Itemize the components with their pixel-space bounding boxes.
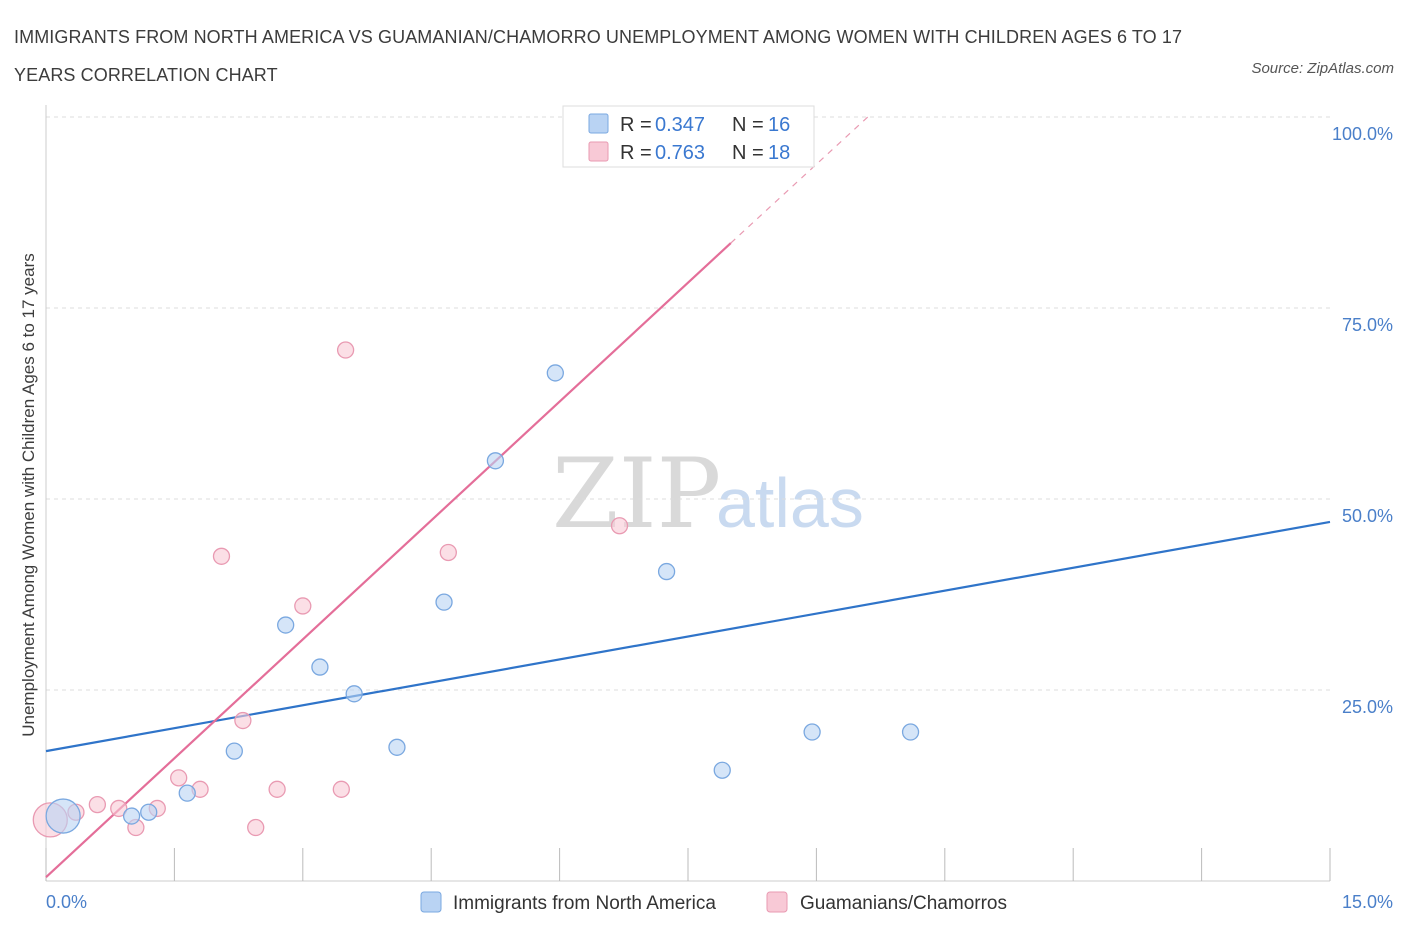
x-tick-label-0: 0.0% [46,892,87,912]
point-pink-13 [332,780,350,798]
y-tick-label-1: 50.0% [1342,506,1393,526]
point-blue-15 [901,723,920,741]
legend-n-value-2: 18 [768,142,790,164]
series-legend: Immigrants from North America Guamanians… [420,891,1007,914]
trend-line-pink [45,242,732,878]
trend-line-blue [45,520,1331,753]
point-pink-17 [610,517,629,535]
point-pink-8 [212,547,231,565]
y-tick-label-3: 100.0% [1332,124,1393,144]
series-legend-swatch-blue [420,891,442,913]
legend-r-value-2: 0.763 [655,142,705,164]
watermark: ZIP atlas [552,438,864,550]
point-pink-15 [439,543,457,562]
legend-r-label-1: R = [620,114,652,136]
point-pink-14 [336,341,355,359]
legend-r-value-1: 0.347 [655,114,705,136]
point-pink-3 [110,799,128,818]
series-legend-swatch-pink [766,891,788,913]
point-pink-2 [88,795,107,814]
point-pink-10 [247,818,265,837]
legend-n-label-2: N = [732,142,764,164]
x-tick-label-1: 15.0% [1342,892,1393,912]
tick-labels: 25.0% 50.0% 75.0% 100.0% 0.0% 15.0% [46,124,1393,912]
point-blue-12 [657,562,676,581]
point-blue-4 [225,742,243,760]
point-blue-10 [486,452,505,470]
y-axis-label: Unemployment Among Women with Children A… [19,253,38,737]
point-blue-14 [803,723,821,741]
point-blue-1 [122,807,141,825]
axes [45,105,1331,882]
point-blue-3 [178,784,196,802]
legend-n-value-1: 16 [768,114,790,136]
series-legend-label-pink: Guamanians/Chamorros [800,893,1007,914]
point-pink-11 [268,780,286,798]
watermark-atlas: atlas [716,464,864,542]
point-blue-8 [388,738,406,756]
trend-lines [45,116,1331,878]
point-blue-9 [435,593,453,611]
legend-swatch-blue [588,113,609,134]
grid-lines [46,116,1330,691]
point-blue-0 [45,798,81,834]
watermark-zip: ZIP [552,438,721,550]
point-blue-2 [140,803,158,821]
y-tick-label-0: 25.0% [1342,697,1393,717]
point-pink-9 [234,711,252,730]
point-blue-7 [345,685,363,703]
data-points [32,108,920,838]
chart-title: IMMIGRANTS FROM NORTH AMERICA VS GUAMANI… [14,27,1183,85]
point-blue-13 [713,761,731,779]
point-blue-11 [546,364,564,382]
stats-legend: R = 0.347 N = 16 R = 0.763 N = 18 [562,105,815,168]
point-blue-5 [277,616,295,634]
point-blue-6 [311,658,329,676]
point-pink-12 [294,597,312,615]
y-tick-label-2: 75.0% [1342,315,1393,335]
series-legend-label-blue: Immigrants from North America [453,893,716,914]
legend-r-label-2: R = [620,142,652,164]
source-label: Source: ZipAtlas.com [1251,60,1394,77]
legend-n-label-1: N = [732,114,764,136]
legend-swatch-pink [588,141,609,162]
point-pink-6 [170,769,188,787]
